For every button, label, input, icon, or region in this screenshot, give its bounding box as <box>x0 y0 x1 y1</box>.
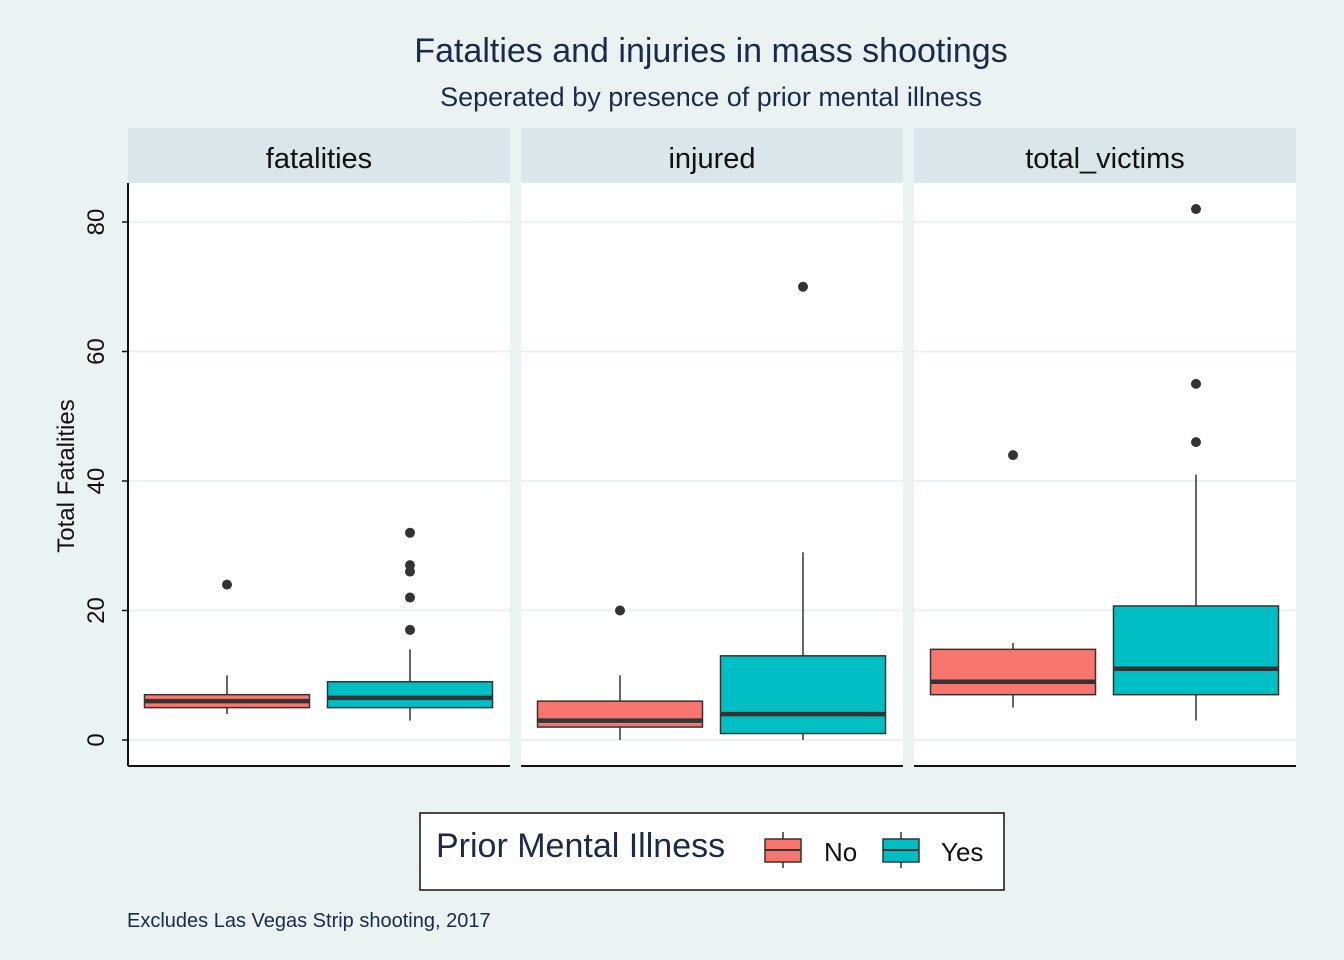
facet-strip-label: fatalities <box>266 143 372 175</box>
y-axis-title: Total Fatalities <box>53 399 80 552</box>
outlier-point <box>615 605 625 616</box>
facet-strip-label: total_victims <box>1025 143 1185 175</box>
outlier-point <box>1008 450 1018 461</box>
box-iqr <box>719 655 887 735</box>
box-iqr <box>326 680 494 709</box>
y-tick-label: 0 <box>83 733 110 746</box>
facet-panel-total_victims: total_victims <box>914 128 1296 767</box>
box-iqr <box>929 648 1097 696</box>
chart-caption: Excludes Las Vegas Strip shooting, 2017 <box>127 910 491 932</box>
y-tick-label: 20 <box>83 597 110 624</box>
box-yes <box>719 281 887 740</box>
facet-strip-label: injured <box>668 143 755 175</box>
outlier-point <box>405 560 415 571</box>
y-tick-label: 60 <box>83 338 110 365</box>
box-yes <box>1112 204 1280 721</box>
outlier-point <box>1191 378 1201 389</box>
outlier-point <box>798 281 808 292</box>
legend-label-yes: Yes <box>941 837 983 867</box>
box-iqr <box>536 700 704 728</box>
legend-key-no <box>764 832 802 868</box>
legend-key-yes <box>882 832 920 868</box>
panel-background <box>128 183 510 766</box>
chart-title: Fatalties and injuries in mass shootings <box>414 32 1007 70</box>
y-tick-label: 80 <box>83 209 110 236</box>
facet-panel-injured: injured <box>521 128 903 767</box>
y-axis: 0 20 40 60 80 <box>83 183 129 766</box>
chart-subtitle: Seperated by presence of prior mental il… <box>440 82 982 112</box>
facet-panel-fatalities: fatalities <box>128 128 510 767</box>
outlier-point <box>222 579 232 590</box>
legend: Prior Mental Illness No Yes <box>419 812 1005 891</box>
box-no <box>143 579 311 715</box>
facet-strip <box>914 128 1296 183</box>
legend-title: Prior Mental Illness <box>436 827 725 865</box>
legend-label-no: No <box>824 837 857 867</box>
box-no <box>536 605 704 740</box>
facet-strip <box>521 128 903 183</box>
box-iqr <box>1112 605 1280 696</box>
outlier-point <box>405 527 415 538</box>
outlier-point <box>405 592 415 603</box>
facet-strip <box>128 128 510 183</box>
box-no <box>929 450 1097 708</box>
box-yes <box>326 527 494 721</box>
outlier-point <box>1191 204 1201 215</box>
outlier-point <box>1191 437 1201 448</box>
y-tick-label: 40 <box>83 468 110 495</box>
facet-panels: fatalities injured total_victims <box>128 128 1296 767</box>
outlier-point <box>405 624 415 635</box>
